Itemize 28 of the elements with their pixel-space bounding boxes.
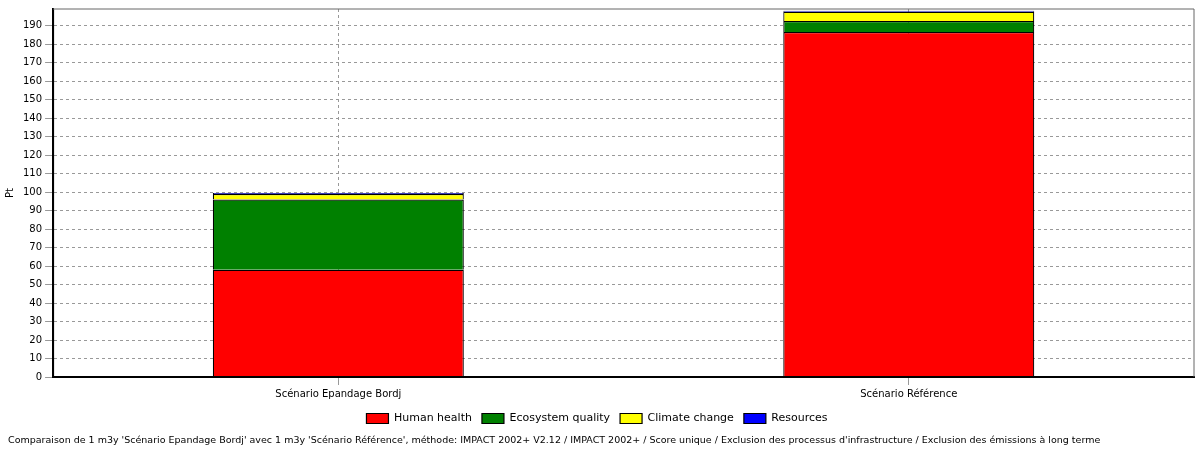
y-tick-label: 150 (22, 93, 43, 105)
y-tick-label: 50 (29, 278, 43, 290)
y-tick-label: 170 (22, 56, 43, 68)
y-tick-label: 110 (22, 167, 43, 179)
legend-label: Human health (393, 411, 472, 425)
y-tick-label: 190 (22, 19, 43, 31)
y-tick-label: 30 (29, 315, 43, 327)
y-tick-label: 160 (22, 74, 43, 86)
legend-label: Resources (771, 411, 828, 425)
legend-label: Climate change (647, 411, 735, 425)
legend-label: Ecosystem quality (509, 411, 611, 425)
y-tick-label: 90 (29, 204, 43, 216)
y-axis-title: Pt (3, 187, 15, 198)
y-tick-label: 130 (22, 130, 43, 142)
y-tick-label: 120 (22, 148, 43, 160)
y-tick-label: 140 (22, 111, 43, 123)
x-tick-label: Scénario Référence (860, 387, 958, 399)
y-tick-label: 10 (29, 352, 43, 364)
y-tick-label: 70 (29, 241, 43, 253)
y-tick-label: 20 (29, 333, 43, 345)
y-tick-label: 100 (22, 185, 43, 197)
y-tick-label: 40 (29, 296, 43, 308)
y-tick-label: 180 (22, 37, 43, 49)
x-tick-label: Scénario Epandage Bordj (275, 387, 402, 399)
y-tick-label: 80 (29, 222, 43, 234)
y-tick-label: 0 (35, 370, 43, 382)
y-tick-label: 60 (29, 259, 43, 271)
text: Comparaison de 1 m3y 'Scénario Epandage Bordj' avec 1 m3y 'Scénario Référence', méthode: IMPACT 2002+ V2.12 / IMPACT 2002+ / Score unique / Exclusion des processus d'infrastructure / Exclusion des émissions à long terme (8, 434, 1102, 445)
